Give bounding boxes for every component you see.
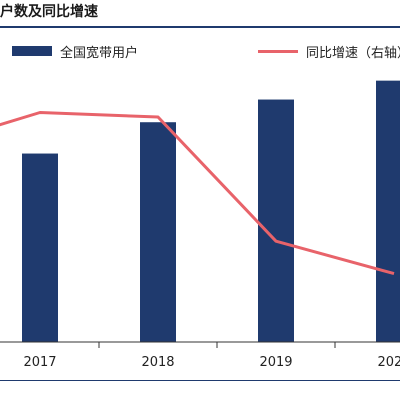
title-divider (0, 26, 400, 28)
legend-bar-swatch (12, 46, 52, 56)
bar-2019 (258, 99, 294, 342)
bar-2017 (22, 153, 58, 342)
bottom-divider (0, 380, 400, 381)
growth-line (0, 111, 395, 276)
bar-2020 (376, 80, 400, 342)
legend-bar-label: 全国宽带用户 (60, 45, 139, 61)
x-tick-label: 2019 (259, 355, 292, 370)
legend-line-item: 同比增速（右轴） (258, 42, 400, 61)
x-tick-label: 2018 (141, 355, 174, 370)
x-tick-label: 2020 (377, 355, 400, 370)
legend-line-label: 同比增速（右轴） (306, 45, 400, 61)
legend-line-swatch (258, 49, 298, 53)
legend-bar-item: 全国宽带用户 (12, 42, 139, 61)
x-tick-label: 2017 (23, 355, 56, 370)
chart-title: 户数及同比增速 (0, 4, 98, 20)
bar-2018 (140, 122, 176, 342)
